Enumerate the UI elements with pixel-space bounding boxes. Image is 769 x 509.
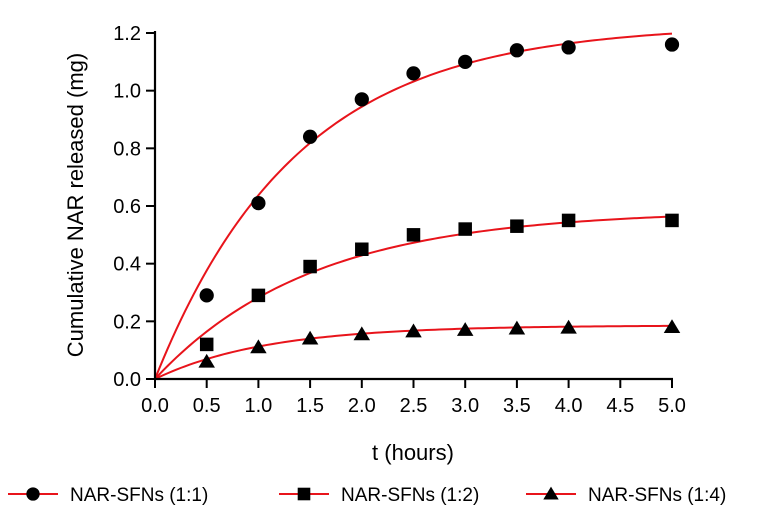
data-point-circle [458,54,473,69]
x-tick-label: 1.5 [296,395,324,417]
y-tick-label: 0.4 [113,254,141,276]
axes: 0.0 0.2 0.4 0.6 0.8 1.0 1.2 0.0 0.5 1.0 1.5 2.0 2.5 3… [113,23,686,417]
data-point-circle [354,92,369,107]
y-tick-label: 0.6 [113,196,141,218]
data-point-circle [664,37,680,52]
data-markers [198,37,681,368]
y-tick-label: 0.8 [113,138,141,160]
data-point-triangle [198,353,215,368]
legend-marker-circle [26,487,40,501]
legend-label: NAR-SFNs (1:1) [70,485,208,506]
data-point-circle [509,43,525,58]
x-tick-label: 5.0 [658,395,686,417]
data-point-square [355,242,369,256]
x-tick-label: 0.0 [141,395,169,417]
y-tick-label: 1.0 [113,81,141,103]
legend: NAR-SFNs (1:1) NAR-SFNs (1:2) NAR-SFNs (1:… [8,485,726,506]
data-point-square [510,219,524,233]
x-tick-label: 4.0 [555,395,583,417]
x-tick-label: 4.5 [606,395,634,417]
data-point-circle [406,66,421,81]
x-tick-label: 0.5 [193,395,221,417]
data-point-circle [302,129,318,144]
x-tick-label: 2.5 [400,395,428,417]
legend-label: NAR-SFNs (1:4) [588,485,726,506]
data-point-circle [251,195,266,211]
y-tick-label: 1.2 [113,23,141,45]
data-point-square [458,222,472,236]
data-point-triangle [353,326,371,341]
data-point-square [665,213,679,228]
x-tick-label: 3.5 [503,395,531,417]
x-tick-label: 3.0 [451,395,479,417]
data-point-triangle [301,330,319,345]
data-point-square [561,213,576,228]
y-axis-title: Cumulative NAR released (mg) [63,53,88,357]
data-point-triangle [508,320,526,335]
data-point-circle [199,288,214,303]
legend-marker-triangle [543,486,559,500]
x-axis-title: t (hours) [372,440,454,465]
data-point-triangle [456,322,474,336]
data-point-circle [561,40,576,55]
data-point-square [406,228,421,242]
y-tick-label: 0.2 [113,311,141,333]
legend-marker-square [297,487,311,501]
data-point-triangle [560,319,577,334]
data-point-square [199,337,214,352]
legend-label: NAR-SFNs (1:2) [341,485,479,506]
fit-curve-circle [154,32,673,380]
x-tick-label: 1.0 [244,395,272,417]
data-point-square [303,259,317,274]
data-point-triangle [663,319,681,334]
y-tick-label: 0.0 [113,369,141,391]
data-point-square [251,288,266,303]
data-point-triangle [405,323,422,338]
x-tick-label: 2.0 [348,395,376,417]
data-point-triangle [250,339,267,354]
fit-curve-square [154,215,673,380]
